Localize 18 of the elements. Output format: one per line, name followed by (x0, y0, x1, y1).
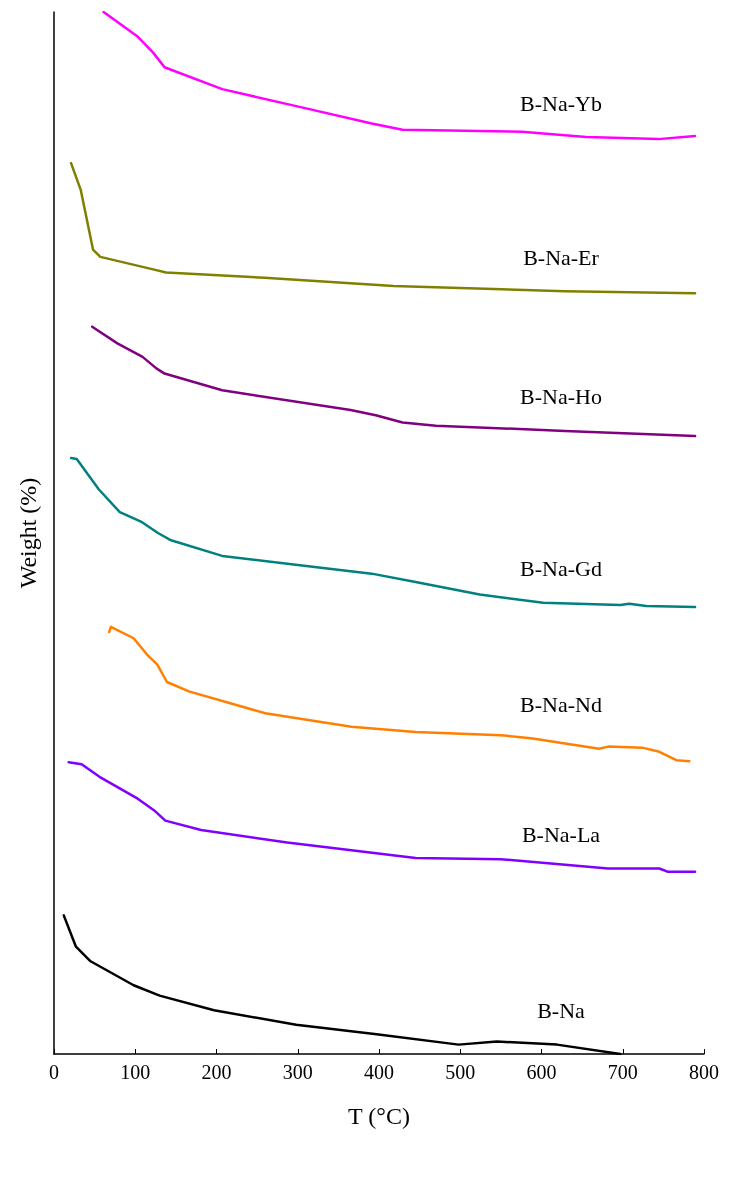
x-tick-label: 400 (364, 1061, 394, 1083)
x-axis-title: T (°C) (348, 1103, 410, 1129)
series-label: B-Na-Er (523, 244, 600, 270)
x-tick-label: 200 (201, 1061, 232, 1083)
x-tick-label: 0 (49, 1061, 59, 1083)
x-tick-label: 800 (689, 1061, 719, 1083)
series-label: B-Na-Nd (520, 691, 602, 717)
y-axis-title: Weight (%) (15, 477, 41, 589)
series-label: B-Na-Gd (520, 556, 602, 582)
x-tick-label: 600 (526, 1061, 557, 1083)
series-label: B-Na-La (521, 822, 601, 848)
x-tick-label: 700 (607, 1061, 638, 1083)
x-tick-label: 100 (120, 1061, 151, 1083)
x-tick-label: 300 (282, 1061, 313, 1083)
series-label: B-Na-Ho (520, 384, 602, 410)
series-label: B-Na (537, 998, 586, 1024)
x-tick-label: 500 (445, 1061, 476, 1083)
series-label: B-Na-Yb (520, 90, 602, 116)
